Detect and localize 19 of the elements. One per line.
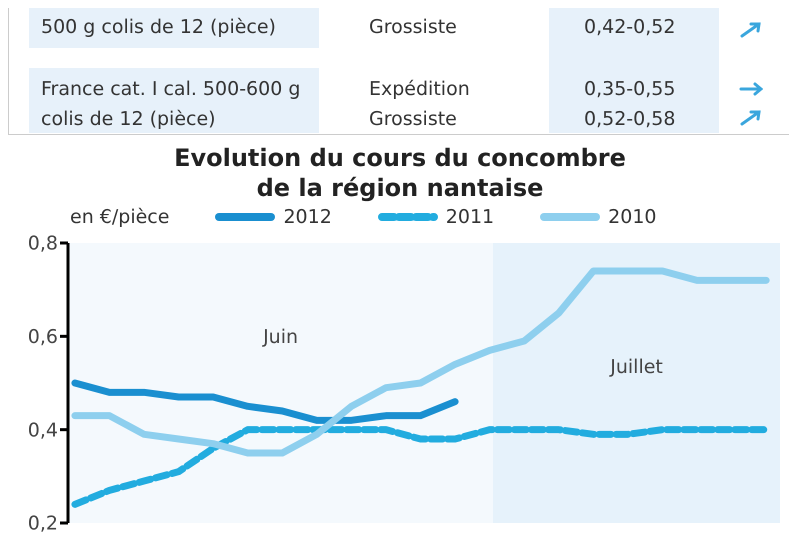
text: Grossiste (369, 107, 457, 132)
text: Grossiste (369, 16, 457, 38)
legend-label: 2011 (446, 206, 494, 228)
legend-label: 2012 (283, 206, 332, 228)
y-tick-label: 0,2 (28, 512, 58, 535)
y-tick-label: 0,8 (28, 232, 58, 255)
legend-label: 2010 (608, 206, 657, 228)
annotation: Juin (261, 326, 300, 348)
text: 500 g colis de 12 (pièce) (41, 16, 276, 38)
text: France cat. I cal. 500-600 g colis de 12 (pièce) (41, 77, 302, 132)
y-axis-title: en €/pièce (70, 206, 170, 228)
annotation: Juillet (608, 356, 664, 378)
text: 0,42-0,52 (584, 16, 676, 38)
chart-title: Evolution du cours du concombre de la région nantaise (173, 143, 627, 203)
text: Expédition (369, 77, 470, 102)
y-tick-label: 0,6 (28, 326, 58, 348)
y-tick-label: 0,4 (28, 419, 58, 442)
text: 0,35-0,55 (584, 77, 676, 102)
text: 0,52-0,58 (584, 107, 676, 132)
